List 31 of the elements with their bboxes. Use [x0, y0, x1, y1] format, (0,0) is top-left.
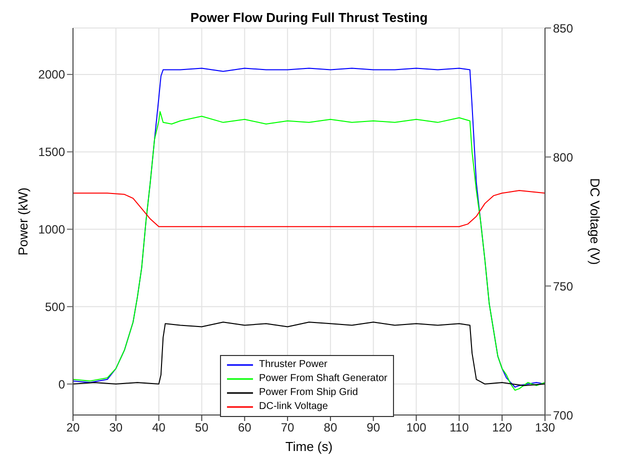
x-tick-label: 30 — [109, 420, 123, 435]
line-series — [73, 322, 545, 386]
x-tick-label: 60 — [238, 420, 252, 435]
y-tick-label: 1000 — [38, 222, 66, 236]
y-tick-label: 500 — [44, 300, 66, 314]
y-tick-label: 0 — [58, 377, 66, 392]
y-tick-label: 1500 — [38, 145, 66, 160]
legend-label: Power From Ship Grid — [259, 386, 358, 400]
legend-label: Thruster Power — [259, 358, 328, 372]
y2-tick-label: 850 — [553, 21, 574, 36]
line-series — [73, 190, 545, 228]
chart-title: Power Flow During Full Thrust Testing — [190, 10, 428, 25]
x-tick-label: 80 — [324, 420, 338, 435]
x-tick-label: 120 — [492, 420, 512, 435]
y2-tick-label: 700 — [553, 408, 574, 422]
x-tick-label: 90 — [366, 420, 380, 435]
y-tick-label: 2000 — [38, 68, 66, 82]
legend-label: Power From Shaft Generator — [259, 372, 388, 386]
x-tick-label: 110 — [450, 420, 470, 435]
x-tick-label: 50 — [195, 420, 209, 435]
y2-axis-title: DC Voltage (V) — [587, 178, 602, 265]
legend-label: DC-link Voltage — [259, 400, 328, 414]
y2-tick-label: 750 — [553, 279, 574, 294]
y-axis-title: Power (kW) — [16, 188, 31, 256]
x-tick-label: 20 — [66, 420, 80, 435]
x-tick-label: 100 — [406, 420, 427, 435]
y2-tick-label: 800 — [553, 150, 574, 164]
x-tick-label: 40 — [152, 420, 166, 435]
x-tick-label: 130 — [534, 420, 556, 435]
x-tick-label: 70 — [280, 420, 295, 435]
x-axis-title: Time (s) — [285, 439, 333, 454]
